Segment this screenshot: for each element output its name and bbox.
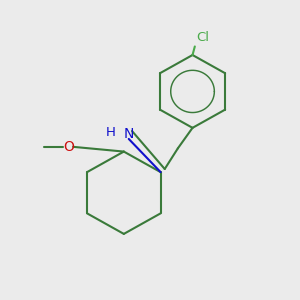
Text: O: O — [63, 140, 74, 154]
Text: H: H — [106, 126, 116, 139]
Text: Cl: Cl — [196, 31, 209, 44]
Text: N: N — [124, 127, 134, 141]
